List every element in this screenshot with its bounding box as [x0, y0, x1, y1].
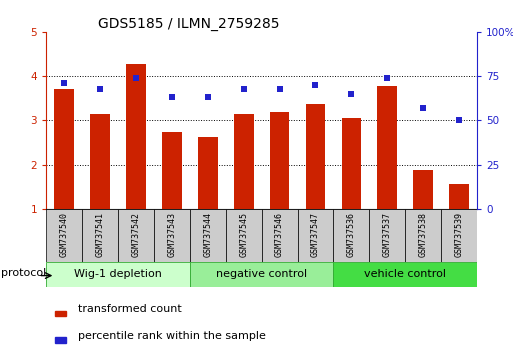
Text: GSM737539: GSM737539 — [455, 212, 464, 257]
Bar — [413, 170, 433, 209]
Point — [60, 80, 68, 86]
Text: Wig-1 depletion: Wig-1 depletion — [74, 269, 162, 279]
Point — [96, 86, 104, 91]
Text: GSM737537: GSM737537 — [383, 212, 392, 257]
Point — [168, 95, 176, 100]
Bar — [162, 132, 182, 209]
Bar — [342, 118, 361, 209]
Bar — [405, 209, 441, 262]
Point — [132, 75, 140, 81]
Bar — [55, 311, 66, 316]
Bar — [82, 209, 118, 262]
Bar — [154, 209, 190, 262]
Bar — [369, 209, 405, 262]
Text: GDS5185 / ILMN_2759285: GDS5185 / ILMN_2759285 — [98, 17, 280, 31]
Point — [383, 75, 391, 81]
Text: protocol: protocol — [1, 268, 46, 278]
Text: GSM737543: GSM737543 — [167, 212, 176, 257]
Text: transformed count: transformed count — [78, 304, 182, 314]
Text: percentile rank within the sample: percentile rank within the sample — [78, 331, 266, 341]
Text: GSM737545: GSM737545 — [239, 212, 248, 257]
Bar — [306, 104, 325, 209]
Bar — [441, 209, 477, 262]
Bar — [46, 209, 82, 262]
Point — [419, 105, 427, 111]
Text: GSM737541: GSM737541 — [95, 212, 105, 257]
Text: GSM737544: GSM737544 — [203, 212, 212, 257]
Bar — [226, 209, 262, 262]
Bar — [378, 86, 397, 209]
Bar — [234, 114, 253, 209]
Bar — [198, 137, 218, 209]
Bar — [333, 262, 477, 287]
Bar — [90, 114, 110, 209]
Point — [311, 82, 320, 88]
Text: GSM737536: GSM737536 — [347, 212, 356, 257]
Point — [275, 86, 284, 91]
Bar — [126, 64, 146, 209]
Bar — [262, 209, 298, 262]
Bar — [333, 209, 369, 262]
Text: GSM737546: GSM737546 — [275, 212, 284, 257]
Point — [204, 95, 212, 100]
Point — [240, 86, 248, 91]
Point — [455, 118, 463, 123]
Bar — [54, 88, 74, 209]
Bar — [46, 262, 190, 287]
Text: GSM737540: GSM737540 — [60, 212, 69, 257]
Text: negative control: negative control — [216, 269, 307, 279]
Text: vehicle control: vehicle control — [364, 269, 446, 279]
Point — [347, 91, 356, 97]
Bar — [449, 184, 469, 209]
Text: GSM737538: GSM737538 — [419, 212, 428, 257]
Text: GSM737542: GSM737542 — [131, 212, 141, 257]
Text: GSM737547: GSM737547 — [311, 212, 320, 257]
Bar — [298, 209, 333, 262]
Bar — [190, 262, 333, 287]
Bar — [118, 209, 154, 262]
Bar — [270, 113, 289, 209]
Bar — [55, 337, 66, 343]
Bar — [190, 209, 226, 262]
